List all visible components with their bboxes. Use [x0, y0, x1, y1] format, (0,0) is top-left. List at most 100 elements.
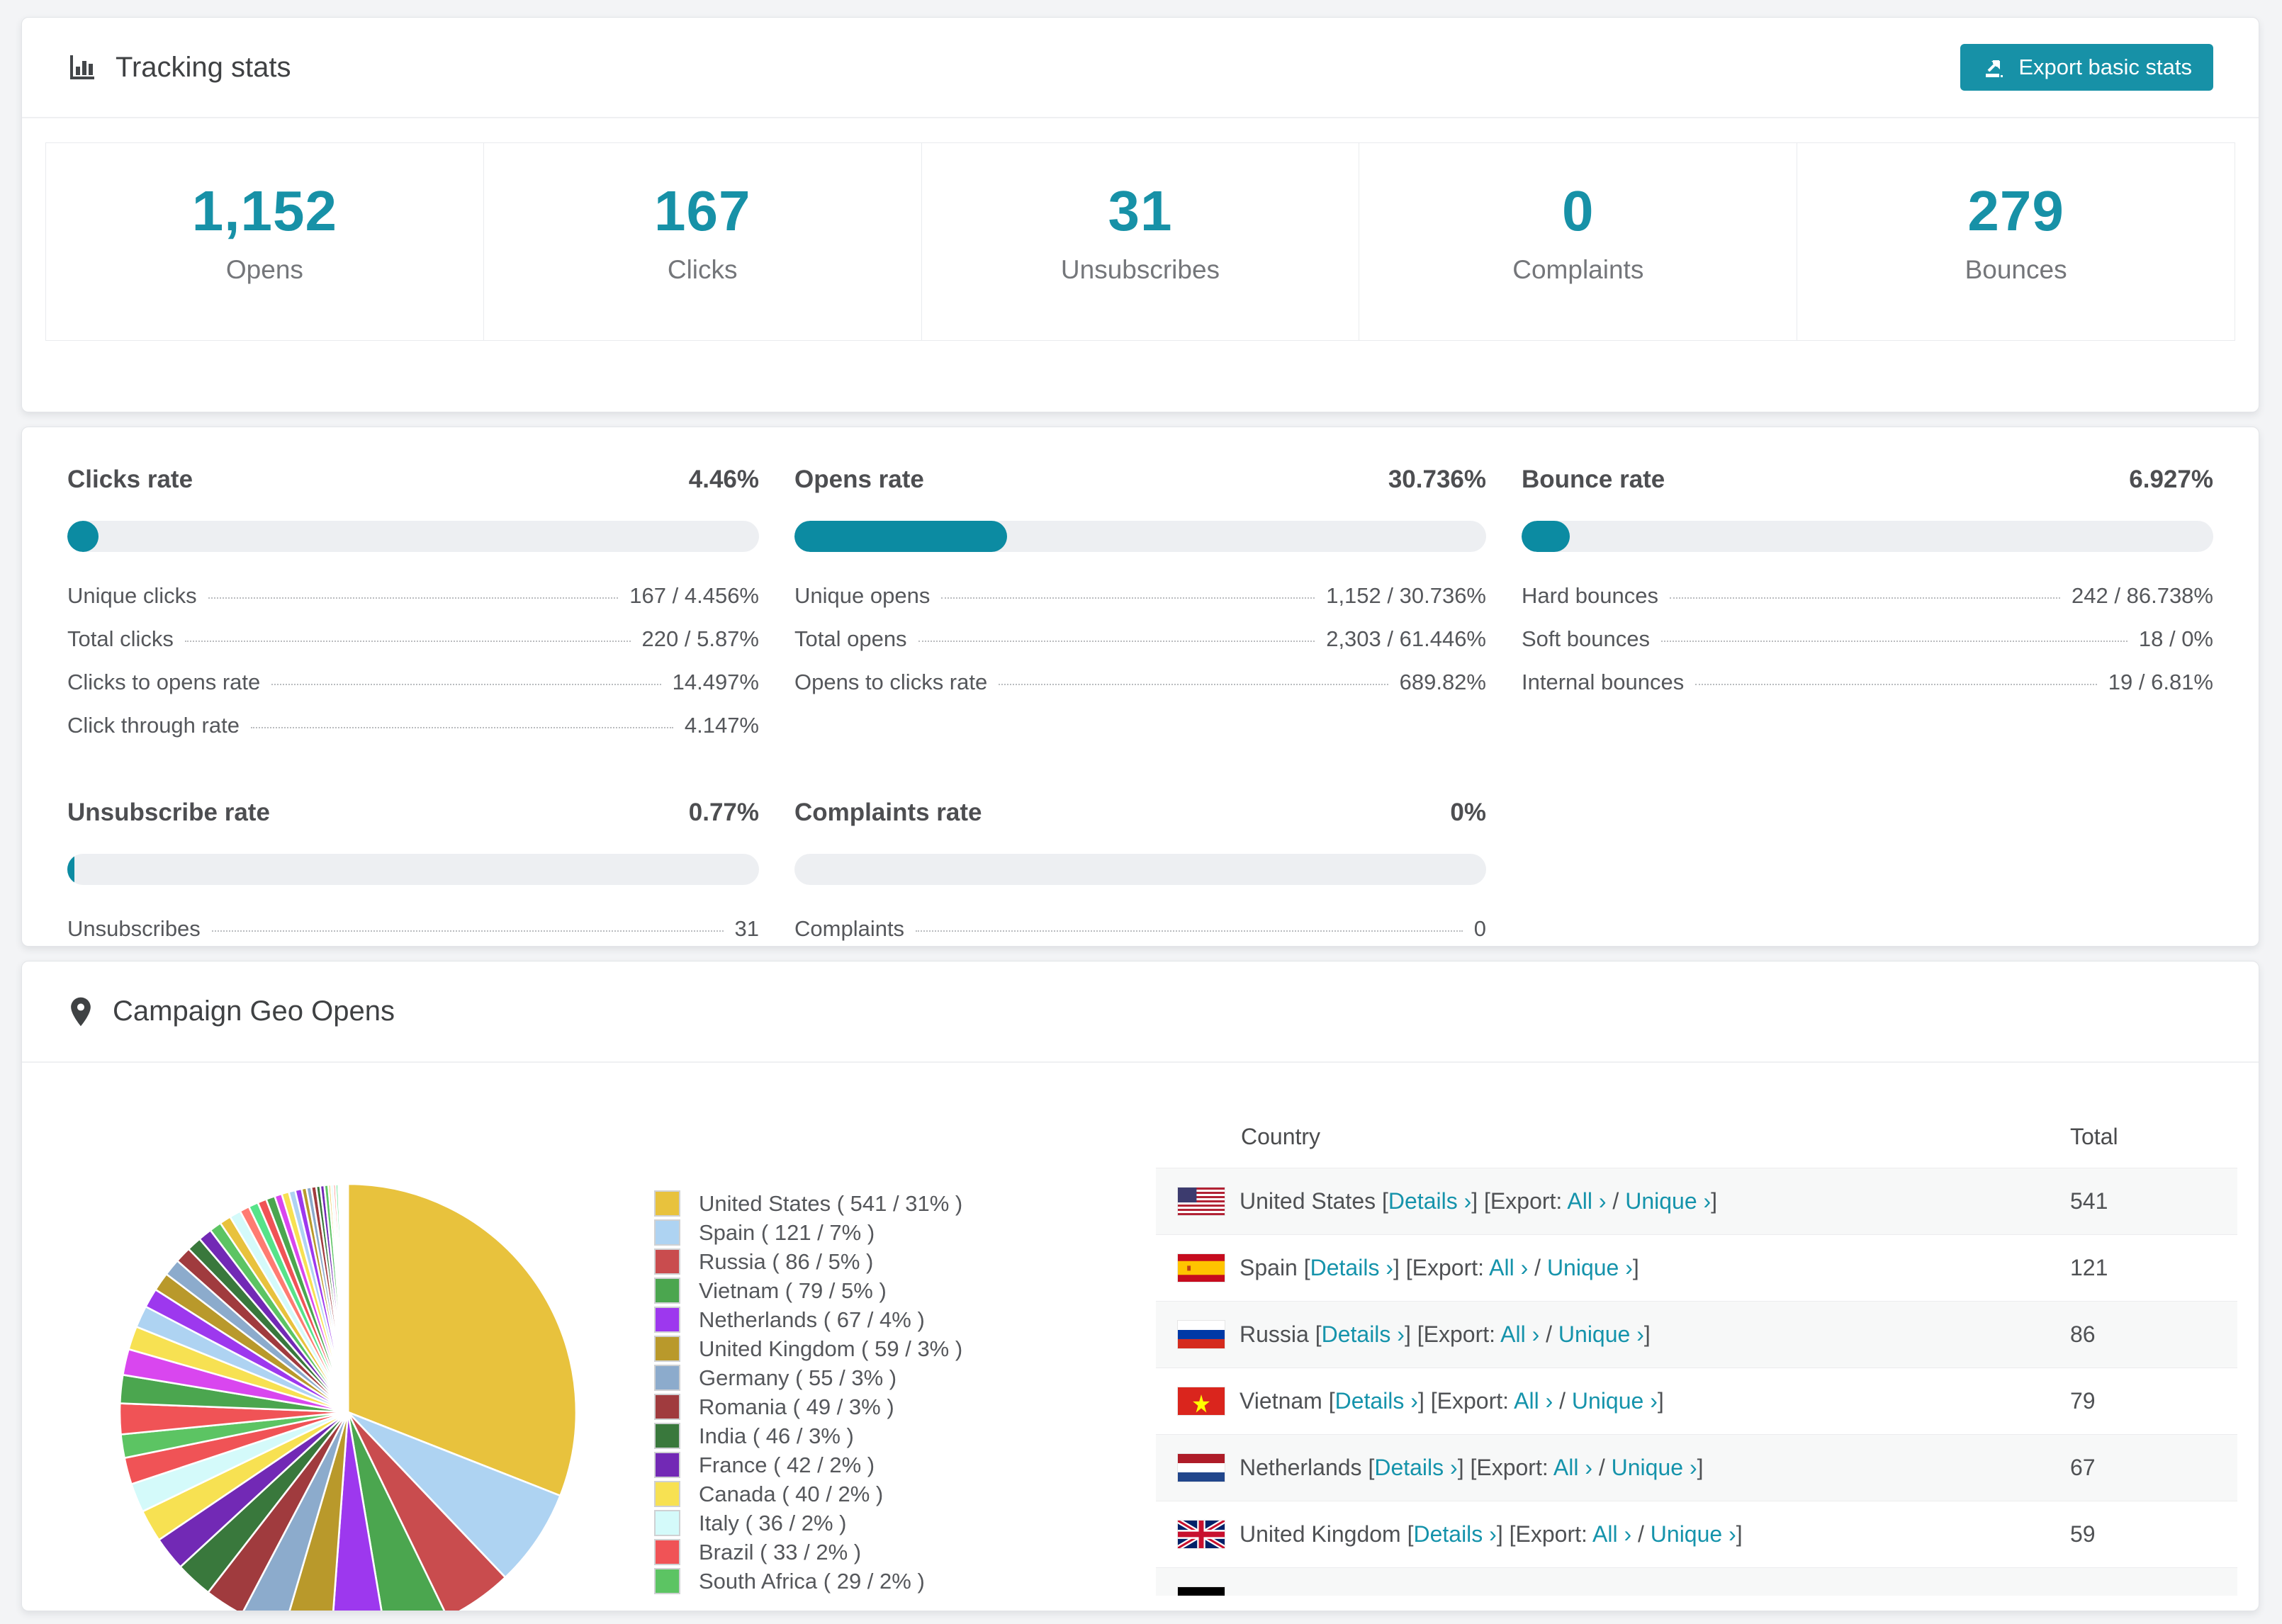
- export-icon: [1986, 60, 2003, 77]
- tracking-stats-card: Tracking stats Export basic stats 1,: [21, 17, 2259, 412]
- page-title: Tracking stats: [116, 51, 291, 83]
- legend-swatch: [654, 1248, 680, 1275]
- bounce-rate-value: 6.927%: [2129, 466, 2213, 493]
- legend-swatch: [654, 1510, 680, 1536]
- opens-rate-value: 30.736%: [1388, 466, 1486, 493]
- geo-legend: United States ( 541 / 31% ) Spain ( 121 …: [654, 1189, 962, 1596]
- table-row-spain: Spain [Details ›] [Export: All › / Uniqu…: [1156, 1234, 2237, 1301]
- legend-item: Italy ( 36 / 2% ): [654, 1509, 962, 1538]
- rate-detail-row: Opens to clicks rate 689.82%: [794, 670, 1486, 694]
- legend-item: Spain ( 121 / 7% ): [654, 1218, 962, 1247]
- legend-swatch: [654, 1394, 680, 1420]
- rate-detail-row: Internal bounces 19 / 6.81%: [1522, 670, 2213, 694]
- campaign-geo-opens-card: Campaign Geo Opens United States ( 541 /…: [21, 961, 2259, 1611]
- bounce-rate-progressbar: [1522, 521, 2213, 552]
- legend-swatch: [654, 1452, 680, 1478]
- flag-united-kingdom-icon: [1177, 1520, 1225, 1549]
- legend-item: Vietnam ( 79 / 5% ): [654, 1276, 962, 1305]
- bounce-rate-panel: Bounce rate 6.927% Hard bounces 242 / 86.…: [1522, 466, 2213, 746]
- stat-unsubscribes: 31 Unsubscribes: [921, 143, 1359, 340]
- tracking-stats-title: Tracking stats: [67, 52, 291, 84]
- export-unique-link[interactable]: Unique ›: [1625, 1188, 1712, 1214]
- rate-detail-row: Total clicks 220 / 5.87%: [67, 626, 759, 651]
- geo-header: Campaign Geo Opens: [22, 962, 2259, 1063]
- opens-rate-panel: Opens rate 30.736% Unique opens 1,152 / 3…: [794, 466, 1486, 746]
- flag-germany-icon: [1177, 1586, 1225, 1596]
- legend-swatch: [654, 1539, 680, 1565]
- geo-body: United States ( 541 / 31% ) Spain ( 121 …: [22, 1063, 2259, 1611]
- opens-count: 1,152: [191, 179, 337, 242]
- export-unique-link[interactable]: Unique ›: [1611, 1455, 1697, 1480]
- unsubscribe-rate-value: 0.77%: [688, 799, 759, 826]
- legend-item: Canada ( 40 / 2% ): [654, 1479, 962, 1509]
- legend-swatch: [654, 1190, 680, 1217]
- rates-card: Clicks rate 4.46% Unique clicks 167 / 4.4…: [21, 427, 2259, 947]
- export-unique-link[interactable]: Unique ›: [1558, 1321, 1644, 1347]
- clicks-rate-value: 4.46%: [688, 466, 759, 493]
- legend-swatch: [654, 1219, 680, 1246]
- country-links: Netherlands [Details ›] [Export: All › /…: [1240, 1455, 1704, 1480]
- export-unique-link[interactable]: Unique ›: [1571, 1388, 1658, 1414]
- rate-detail-row: Total opens 2,303 / 61.446%: [794, 626, 1486, 651]
- export-all-link[interactable]: All ›: [1514, 1388, 1553, 1414]
- map-pin-icon: [71, 997, 91, 1026]
- stat-bounces: 279 Bounces: [1797, 143, 2235, 340]
- table-row-united-kingdom: United Kingdom [Details ›] [Export: All …: [1156, 1501, 2237, 1567]
- rate-detail-row: Complaints 0: [794, 916, 1486, 941]
- unsubscribes-count: 31: [1108, 179, 1173, 242]
- complaints-count: 0: [1562, 179, 1595, 242]
- clicks-count: 167: [653, 179, 751, 242]
- legend-swatch: [654, 1278, 680, 1304]
- export-all-link[interactable]: All ›: [1553, 1455, 1592, 1480]
- rate-detail-row: Hard bounces 242 / 86.738%: [1522, 583, 2213, 608]
- details-link[interactable]: Details ›: [1374, 1455, 1458, 1480]
- export-unique-link[interactable]: Unique ›: [1546, 1255, 1633, 1280]
- country-links: United States [Details ›] [Export: All ›…: [1240, 1188, 1718, 1214]
- legend-item: Romania ( 49 / 3% ): [654, 1392, 962, 1421]
- export-all-link[interactable]: All ›: [1489, 1255, 1529, 1280]
- geo-title-text: Campaign Geo Opens: [113, 996, 395, 1027]
- details-link[interactable]: Details ›: [1413, 1521, 1497, 1547]
- table-row-vietnam: Vietnam [Details ›] [Export: All › / Uni…: [1156, 1368, 2237, 1434]
- legend-item: United States ( 541 / 31% ): [654, 1189, 962, 1218]
- country-total: 86: [2070, 1321, 2096, 1347]
- geo-opens-pie-chart: [118, 1182, 578, 1611]
- stats-summary-box: 1,152 Opens 167 Clicks 31 Unsubscribes 0…: [45, 142, 2235, 341]
- country-links: United Kingdom [Details ›] [Export: All …: [1240, 1521, 1743, 1547]
- country-total: 59: [2070, 1521, 2096, 1547]
- unsubscribe-rate-panel: Unsubscribe rate 0.77% Unsubscribes 31: [67, 799, 759, 949]
- legend-item: South Africa ( 29 / 2% ): [654, 1567, 962, 1596]
- legend-swatch: [654, 1481, 680, 1507]
- export-all-link[interactable]: All ›: [1592, 1521, 1632, 1547]
- rate-detail-row: Unique opens 1,152 / 30.736%: [794, 583, 1486, 608]
- country-total: 79: [2070, 1388, 2096, 1414]
- legend-item: Brazil ( 33 / 2% ): [654, 1538, 962, 1567]
- country-total: 121: [2070, 1255, 2108, 1280]
- export-unique-link[interactable]: Unique ›: [1650, 1521, 1736, 1547]
- export-all-link[interactable]: All ›: [1567, 1188, 1607, 1214]
- details-link[interactable]: Details ›: [1310, 1255, 1393, 1280]
- details-link[interactable]: Details ›: [1334, 1388, 1418, 1414]
- legend-swatch: [654, 1365, 680, 1391]
- table-header: Country Total: [1241, 1123, 2118, 1149]
- geo-country-table: Country Total United States [Details ›] …: [1156, 1105, 2237, 1596]
- flag-vietnam-icon: [1177, 1387, 1225, 1416]
- country-links: Spain [Details ›] [Export: All › / Uniqu…: [1240, 1255, 1639, 1280]
- details-link[interactable]: Details ›: [1388, 1188, 1472, 1214]
- legend-swatch: [654, 1307, 680, 1333]
- unsubscribe-rate-progressbar: [67, 854, 759, 885]
- complaints-rate-progressbar: [794, 854, 1486, 885]
- unsubscribe-rate-title: Unsubscribe rate: [67, 799, 270, 826]
- legend-item: Russia ( 86 / 5% ): [654, 1247, 962, 1276]
- details-link[interactable]: Details ›: [1321, 1321, 1405, 1347]
- legend-swatch: [654, 1423, 680, 1449]
- rate-detail-row: Clicks to opens rate 14.497%: [67, 670, 759, 694]
- export-basic-stats-button[interactable]: Export basic stats: [1960, 44, 2213, 91]
- country-links: Russia [Details ›] [Export: All › / Uniq…: [1240, 1321, 1651, 1347]
- country-links: Vietnam [Details ›] [Export: All › / Uni…: [1240, 1388, 1664, 1414]
- export-all-link[interactable]: All ›: [1500, 1321, 1540, 1347]
- rate-detail-row: Soft bounces 18 / 0%: [1522, 626, 2213, 651]
- country-total: 541: [2070, 1188, 2108, 1214]
- stat-complaints: 0 Complaints: [1359, 143, 1797, 340]
